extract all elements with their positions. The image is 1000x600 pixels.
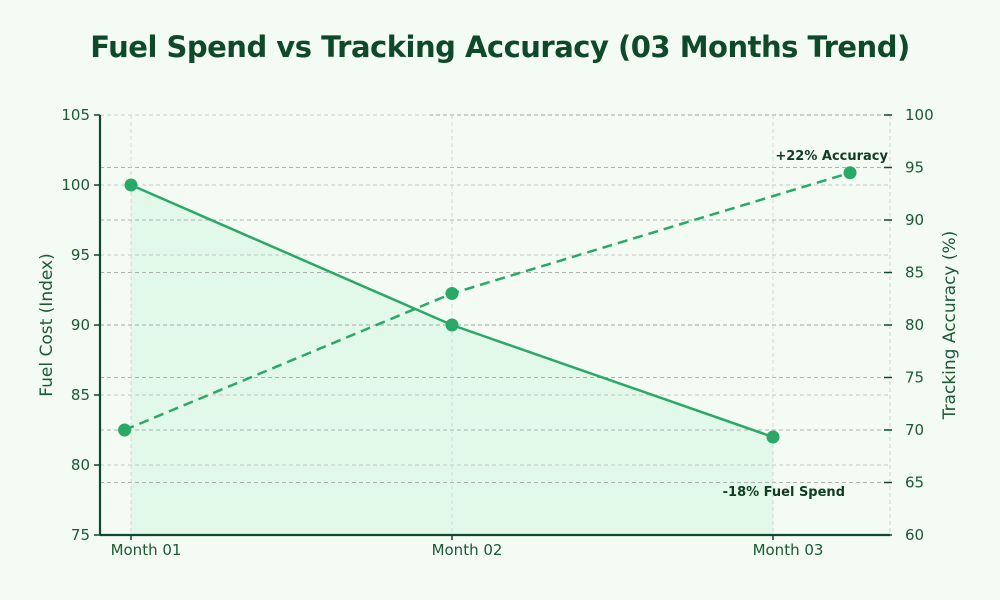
left-tick-label: 80: [71, 456, 90, 474]
x-tick-label: Month 01: [111, 541, 182, 559]
right-tick-label: 60: [905, 526, 924, 544]
left-tick-label: 90: [71, 316, 90, 334]
tracking-accuracy-point: [445, 287, 459, 300]
right-tick-label: 100: [905, 106, 934, 124]
left-axis-label: Fuel Cost (Index): [37, 253, 57, 396]
right-tick-label: 90: [905, 211, 924, 229]
left-tick-label: 75: [71, 526, 90, 544]
right-tick-label: 85: [905, 264, 924, 282]
right-tick-label: 95: [905, 159, 924, 177]
left-tick-label: 100: [61, 176, 90, 194]
right-axis-label: Tracking Accuracy (%): [940, 231, 960, 421]
right-tick-label: 65: [905, 474, 924, 492]
annotation-fuel-spend: -18% Fuel Spend: [723, 485, 845, 500]
annotation-accuracy: +22% Accuracy: [775, 149, 888, 164]
tracking-accuracy-point: [843, 166, 857, 180]
fuel-cost-point: [766, 430, 780, 444]
right-tick-label: 70: [905, 421, 924, 439]
left-tick-label: 95: [71, 246, 90, 264]
chart-title: Fuel Spend vs Tracking Accuracy (03 Mont…: [90, 30, 910, 64]
x-tick-label: Month 02: [432, 541, 503, 559]
right-tick-label: 80: [905, 316, 924, 334]
fuel-cost-point: [124, 178, 138, 192]
right-tick-label: 75: [905, 369, 924, 387]
fuel-cost-point: [445, 318, 459, 332]
left-tick-label: 105: [61, 106, 90, 124]
x-tick-label: Month 03: [753, 541, 824, 559]
left-tick-label: 85: [71, 386, 90, 404]
tracking-accuracy-point: [118, 423, 132, 437]
